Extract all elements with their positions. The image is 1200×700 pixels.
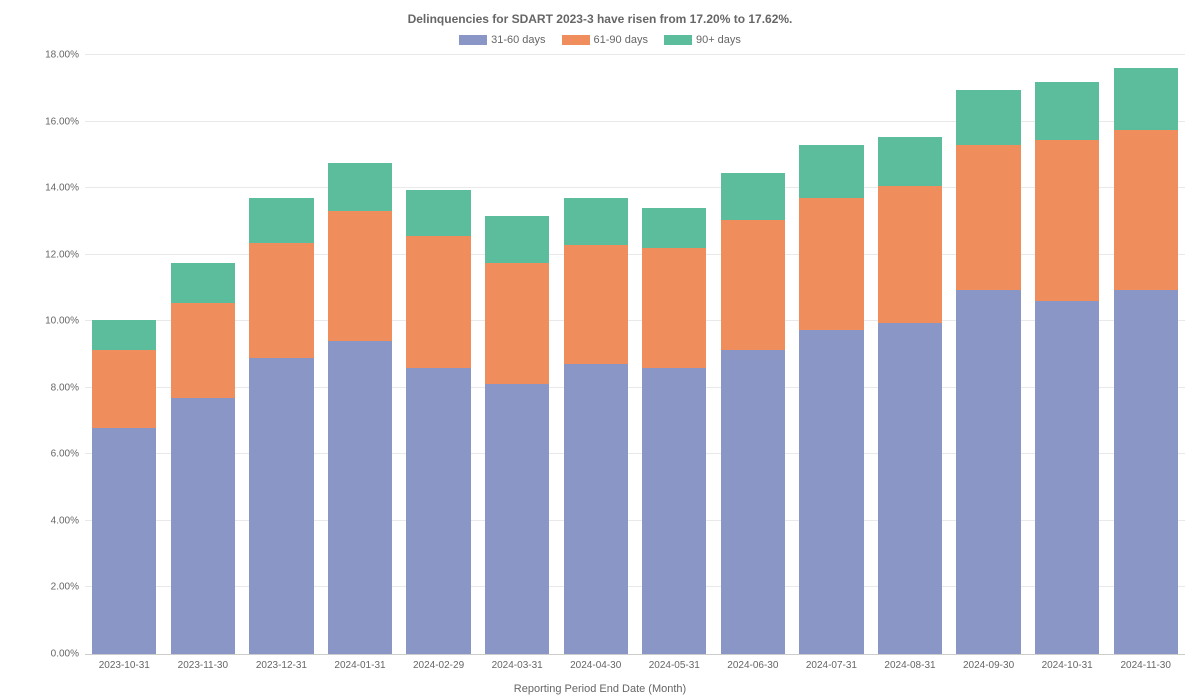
bar-segment <box>564 198 628 245</box>
bar-segment <box>406 236 470 367</box>
bar-segment <box>485 384 549 654</box>
plot-inner <box>85 55 1185 654</box>
bar-segment <box>956 145 1020 290</box>
bar-segment <box>956 90 1020 145</box>
x-tick-label: 2024-03-31 <box>492 660 543 671</box>
x-axis-label: Reporting Period End Date (Month) <box>0 683 1200 695</box>
x-tick-label: 2023-11-30 <box>178 660 228 671</box>
legend-label: 31-60 days <box>491 34 545 46</box>
bar-group <box>721 55 785 654</box>
bar-segment <box>328 341 392 654</box>
bar-group <box>171 55 235 654</box>
bar-segment <box>1035 301 1099 654</box>
bar-group <box>406 55 470 654</box>
y-tick-label: 16.00% <box>45 116 79 127</box>
bar-segment <box>406 190 470 237</box>
bar-segment <box>249 198 313 243</box>
x-tick-label: 2024-11-30 <box>1120 660 1170 671</box>
bar-group <box>564 55 628 654</box>
bar-segment <box>249 358 313 654</box>
bar-group <box>485 55 549 654</box>
bar-segment <box>328 211 392 341</box>
y-tick-label: 14.00% <box>45 183 79 194</box>
bar-segment <box>564 364 628 654</box>
y-tick-label: 18.00% <box>45 50 79 61</box>
bar-group <box>1114 55 1178 654</box>
y-tick-label: 2.00% <box>51 582 79 593</box>
chart-title: Delinquencies for SDART 2023-3 have rise… <box>0 12 1200 26</box>
bar-segment <box>1035 82 1099 140</box>
delinquency-chart: Delinquencies for SDART 2023-3 have rise… <box>0 0 1200 700</box>
x-tick-label: 2024-01-31 <box>334 660 385 671</box>
y-tick-label: 6.00% <box>51 449 79 460</box>
bar-segment <box>721 173 785 220</box>
bar-segment <box>721 350 785 654</box>
legend-swatch <box>459 35 487 45</box>
x-tick-label: 2024-07-31 <box>806 660 857 671</box>
bar-segment <box>564 245 628 365</box>
bar-group <box>328 55 392 654</box>
bar-segment <box>1035 140 1099 301</box>
bar-group <box>642 55 706 654</box>
plot-area: 0.00%2.00%4.00%6.00%8.00%10.00%12.00%14.… <box>85 55 1185 655</box>
bar-group <box>1035 55 1099 654</box>
legend-item: 61-90 days <box>562 34 648 46</box>
bar-segment <box>1114 290 1178 654</box>
bar-segment <box>799 330 863 654</box>
bar-segment <box>642 248 706 368</box>
legend-label: 61-90 days <box>594 34 648 46</box>
bar-group <box>249 55 313 654</box>
bar-segment <box>956 290 1020 654</box>
x-tick-label: 2024-10-31 <box>1042 660 1093 671</box>
bar-segment <box>878 137 942 187</box>
bar-group <box>799 55 863 654</box>
legend-swatch <box>664 35 692 45</box>
bar-segment <box>171 303 235 398</box>
y-tick-label: 8.00% <box>51 382 79 393</box>
bar-segment <box>171 263 235 303</box>
bar-segment <box>171 398 235 654</box>
legend-item: 90+ days <box>664 34 741 46</box>
bar-segment <box>1114 130 1178 290</box>
x-tick-label: 2024-08-31 <box>884 660 935 671</box>
bar-segment <box>92 428 156 654</box>
bar-segment <box>485 263 549 384</box>
x-tick-label: 2024-06-30 <box>727 660 778 671</box>
bar-group <box>956 55 1020 654</box>
x-tick-label: 2023-12-31 <box>256 660 307 671</box>
y-tick-label: 0.00% <box>51 649 79 660</box>
x-tick-label: 2024-09-30 <box>963 660 1014 671</box>
bar-segment <box>642 208 706 248</box>
bar-segment <box>799 198 863 329</box>
x-tick-label: 2024-02-29 <box>413 660 464 671</box>
bar-segment <box>799 145 863 198</box>
legend-label: 90+ days <box>696 34 741 46</box>
y-tick-label: 4.00% <box>51 515 79 526</box>
bar-group <box>878 55 942 654</box>
bar-segment <box>721 220 785 350</box>
bar-segment <box>92 350 156 428</box>
bar-segment <box>1114 68 1178 130</box>
x-tick-label: 2023-10-31 <box>99 660 150 671</box>
bar-segment <box>878 323 942 654</box>
x-tick-label: 2024-05-31 <box>649 660 700 671</box>
y-tick-label: 10.00% <box>45 316 79 327</box>
bar-segment <box>485 216 549 263</box>
x-tick-label: 2024-04-30 <box>570 660 621 671</box>
bar-segment <box>642 368 706 654</box>
bar-segment <box>878 186 942 322</box>
bar-segment <box>249 243 313 358</box>
legend-swatch <box>562 35 590 45</box>
bar-segment <box>92 320 156 350</box>
bar-group <box>92 55 156 654</box>
bar-segment <box>406 368 470 654</box>
y-tick-label: 12.00% <box>45 249 79 260</box>
bar-segment <box>328 163 392 211</box>
legend-item: 31-60 days <box>459 34 545 46</box>
chart-legend: 31-60 days 61-90 days 90+ days <box>0 34 1200 46</box>
